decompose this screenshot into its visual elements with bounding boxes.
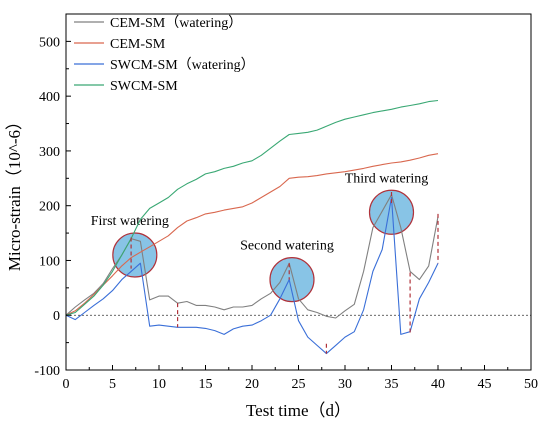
plot-layer bbox=[65, 99, 531, 355]
series-line-3 bbox=[65, 196, 439, 355]
legend-label-4: SWCM-SM bbox=[110, 79, 178, 94]
highlight-circle-3 bbox=[368, 189, 415, 235]
x-tick-label-6: 30 bbox=[338, 377, 352, 392]
x-tick-label-4: 20 bbox=[245, 377, 259, 392]
x-tick-label-5: 25 bbox=[292, 377, 306, 392]
x-tick-label-10: 50 bbox=[524, 377, 538, 392]
annotation-2: Second watering bbox=[240, 239, 334, 254]
y-tick-label-5: 400 bbox=[39, 90, 60, 105]
y-tick-label-6: 500 bbox=[39, 35, 60, 50]
x-tick-label-9: 45 bbox=[478, 377, 492, 392]
highlight-circle-2 bbox=[269, 257, 315, 303]
x-tick-label-0: 0 bbox=[63, 377, 70, 392]
x-tick-label-8: 40 bbox=[431, 377, 445, 392]
y-axis-title: Micro-strain（10^-6） bbox=[5, 113, 24, 271]
x-tick-label-7: 35 bbox=[385, 377, 399, 392]
y-tick-label-2: 100 bbox=[39, 254, 60, 269]
x-axis-title: Test time（d） bbox=[246, 401, 351, 420]
y-tick-label-1: 0 bbox=[53, 309, 60, 324]
annotation-1: First watering bbox=[91, 214, 169, 229]
legend-label-2: CEM-SM bbox=[110, 37, 166, 52]
x-tick-label-2: 10 bbox=[152, 377, 166, 392]
x-tick-label-3: 15 bbox=[199, 377, 213, 392]
highlights-layer: First watering Second watering Third water… bbox=[91, 171, 429, 303]
y-tick-label-3: 200 bbox=[39, 200, 60, 215]
annotation-3: Third watering bbox=[345, 171, 429, 186]
series-line-2 bbox=[65, 153, 439, 316]
y-tick-label-4: 300 bbox=[39, 145, 60, 160]
y-tick-label-0: -100 bbox=[34, 364, 60, 379]
legend-label-3: SWCM-SM（watering） bbox=[110, 57, 255, 73]
x-tick-label-1: 5 bbox=[109, 377, 116, 392]
legend: CEM-SM（watering） CEM-SM SWCM-SM（watering） S… bbox=[74, 15, 255, 94]
series-line-4 bbox=[65, 99, 439, 316]
legend-label-1: CEM-SM（watering） bbox=[110, 15, 242, 31]
